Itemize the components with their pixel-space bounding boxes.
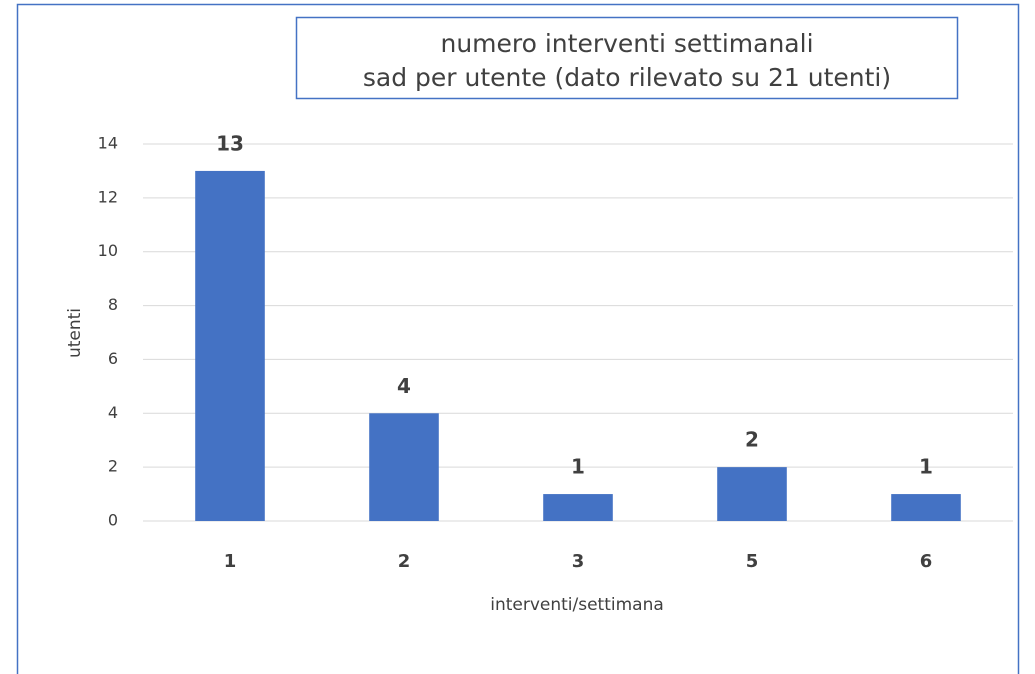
x-tick-label: 1	[224, 551, 237, 572]
x-tick-label: 2	[398, 551, 411, 572]
y-tick-label: 4	[108, 403, 118, 422]
data-label: 13	[216, 131, 244, 155]
chart-title: sad per utente (dato rilevato su 21 uten…	[363, 63, 891, 92]
x-tick-label: 6	[920, 551, 933, 572]
x-axis-label: interventi/settimana	[490, 595, 664, 615]
data-label: 1	[571, 455, 585, 479]
data-label: 1	[919, 455, 933, 479]
bar	[195, 170, 265, 521]
y-tick-label: 2	[108, 457, 118, 476]
bar	[369, 413, 439, 521]
y-tick-label: 0	[108, 511, 118, 530]
bar	[543, 494, 613, 521]
chart-title: numero interventi settimanali	[440, 29, 813, 58]
data-label: 4	[397, 374, 411, 398]
title-box	[295, 16, 959, 100]
y-tick-label: 8	[108, 295, 118, 314]
bar	[717, 467, 787, 521]
y-tick-label: 12	[98, 187, 118, 206]
data-label: 2	[745, 428, 759, 452]
y-tick-label: 6	[108, 349, 118, 368]
bar	[891, 494, 961, 521]
x-tick-label: 5	[746, 551, 759, 572]
chart-border	[16, 3, 1020, 674]
y-tick-label: 10	[98, 241, 118, 260]
y-tick-label: 14	[98, 134, 118, 153]
y-axis-label: utenti	[65, 308, 85, 358]
x-tick-label: 3	[572, 551, 585, 572]
